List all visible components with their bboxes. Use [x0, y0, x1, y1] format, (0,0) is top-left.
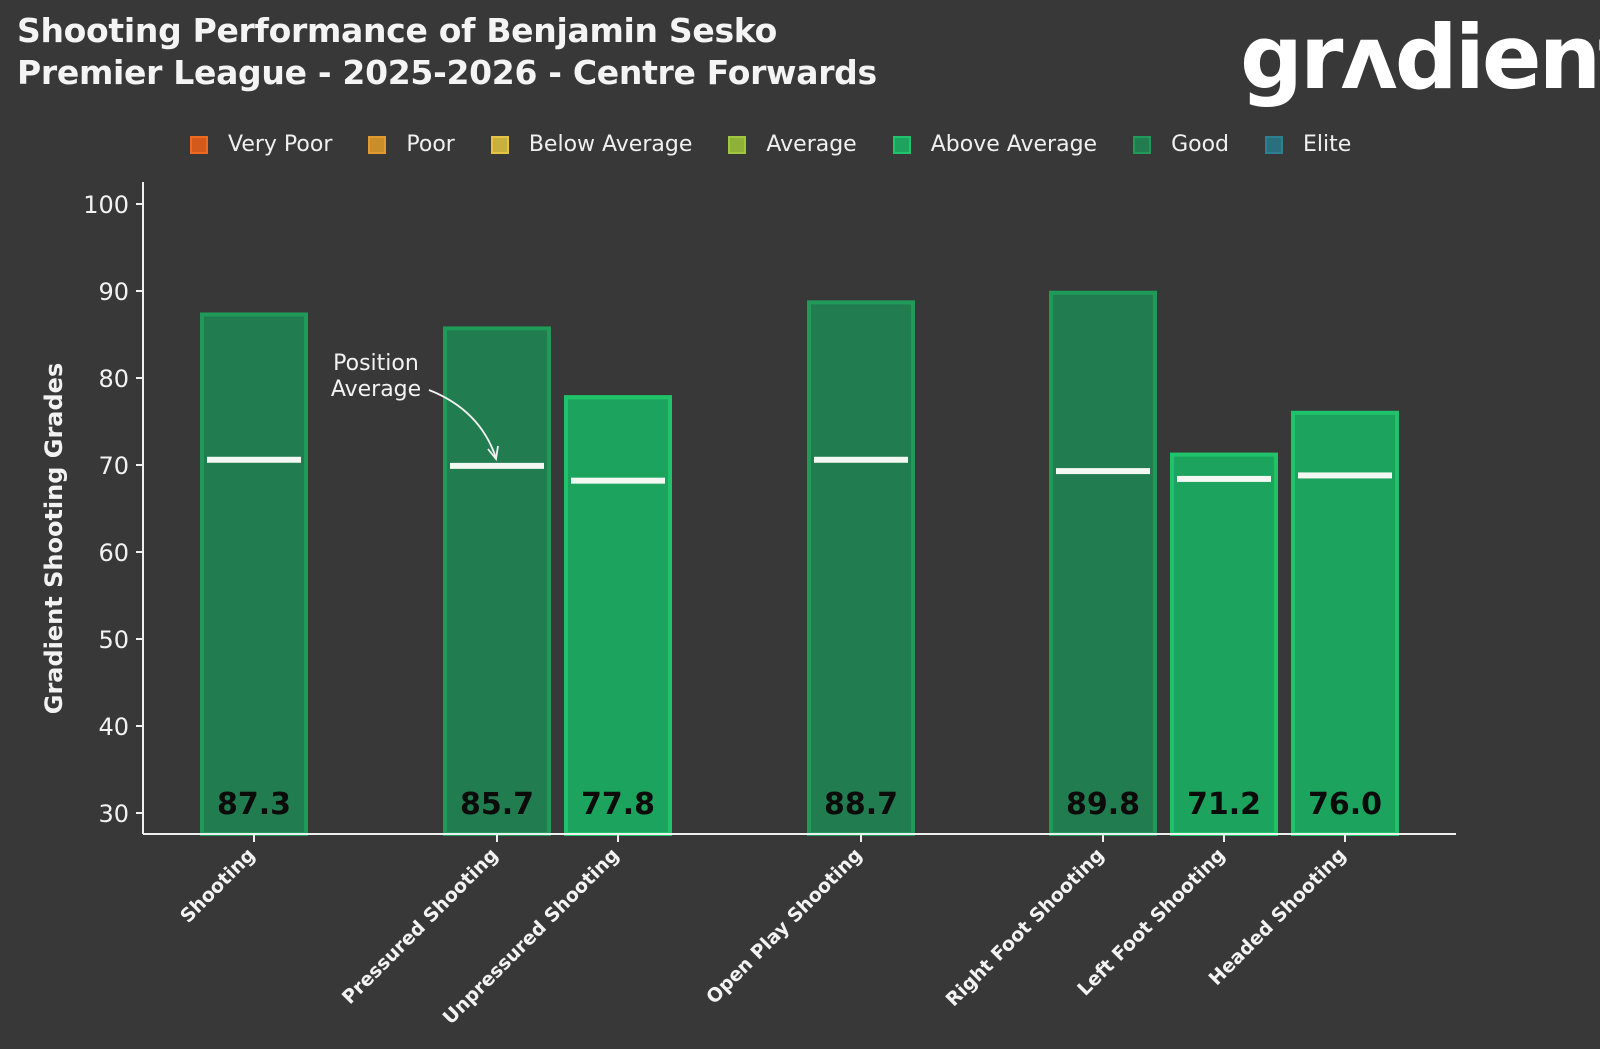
legend-swatch — [190, 135, 208, 154]
value-label: 76.0 — [1308, 787, 1382, 822]
title-line-1: Shooting Performance of Benjamin Sesko — [17, 11, 777, 50]
position-average-marker — [1056, 468, 1150, 475]
annotation-line-2: Average — [331, 377, 421, 402]
bar — [443, 326, 551, 836]
value-label: 87.3 — [217, 787, 291, 822]
legend-swatch — [1265, 135, 1284, 154]
y-tick-label: 70 — [98, 452, 129, 480]
gradient-logo: grʌdient — [1240, 6, 1600, 109]
title-line-2: Premier League - 2025-2026 - Centre Forw… — [17, 53, 877, 92]
legend-item: Below Average — [490, 132, 693, 157]
y-tick-label: 30 — [98, 800, 129, 828]
bar — [1049, 290, 1157, 836]
position-average-marker — [207, 456, 301, 463]
legend-label: Good — [1171, 132, 1230, 157]
legend-swatch — [368, 135, 387, 154]
legend-label: Very Poor — [228, 132, 333, 157]
bar — [564, 395, 672, 836]
legend-swatch — [490, 135, 509, 154]
legend-item: Above Average — [892, 132, 1098, 157]
y-tick-label: 80 — [98, 365, 129, 393]
value-label: 89.8 — [1066, 787, 1140, 822]
position-average-layer — [207, 456, 1392, 484]
position-average-marker — [1177, 475, 1271, 482]
y-tick-label: 40 — [98, 713, 129, 741]
annotation-arrowhead — [487, 445, 499, 462]
bar — [1291, 410, 1399, 836]
y-tick-label: 90 — [98, 278, 129, 306]
legend-item: Good — [1133, 132, 1229, 157]
y-tick-label: 100 — [83, 191, 129, 219]
value-label: 85.7 — [460, 787, 534, 822]
bar — [200, 312, 308, 836]
position-average-marker — [571, 477, 665, 484]
y-tick-label: 50 — [98, 626, 129, 654]
legend: Very Poor Poor Below Average Average Above A… — [190, 132, 1387, 157]
legend-label: Elite — [1303, 132, 1352, 157]
legend-swatch — [728, 135, 747, 154]
y-axis-label: Gradient Shooting Grades — [40, 363, 68, 714]
legend-swatch — [1133, 135, 1152, 154]
x-tick-label: Open Play Shooting — [702, 844, 866, 1008]
annotation-layer: Position Average — [331, 351, 499, 462]
bars-layer — [200, 290, 1399, 836]
position-average-marker — [1298, 472, 1392, 479]
value-labels-layer: 87.3 85.7 77.8 88.7 89.8 71.2 76.0 — [217, 787, 1382, 822]
bar — [1170, 452, 1278, 836]
annotation-arrow — [428, 389, 497, 459]
legend-item: Very Poor — [190, 132, 332, 157]
position-average-marker — [450, 462, 544, 469]
value-label: 77.8 — [581, 787, 655, 822]
legend-item: Average — [728, 132, 857, 157]
legend-label: Above Average — [930, 132, 1098, 157]
x-tick-label: Shooting — [176, 844, 259, 927]
chart-title: Shooting Performance of Benjamin Sesko P… — [17, 10, 877, 94]
legend-swatch — [892, 135, 911, 154]
bar — [807, 300, 915, 836]
legend-label: Average — [766, 132, 857, 157]
value-label: 88.7 — [824, 787, 898, 822]
y-tick-label: 60 — [98, 539, 129, 567]
legend-item: Elite — [1265, 132, 1351, 157]
legend-item: Poor — [368, 132, 455, 157]
annotation-line-1: Position — [333, 351, 419, 376]
position-average-marker — [814, 456, 908, 463]
legend-label: Below Average — [528, 132, 693, 157]
x-tick-label: Headed Shooting — [1205, 844, 1351, 990]
legend-label: Poor — [406, 132, 455, 157]
value-label: 71.2 — [1187, 787, 1261, 822]
